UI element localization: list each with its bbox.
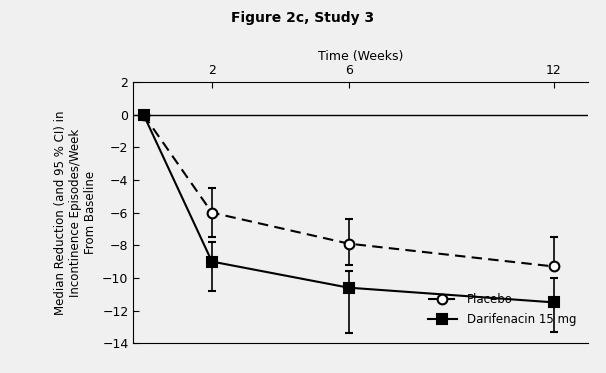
- Legend: Placebo, Darifenacin 15 mg: Placebo, Darifenacin 15 mg: [422, 287, 582, 332]
- Y-axis label: Median Reduction (and 95 % CI) in
Incontinence Episodes/Week
From Baseline: Median Reduction (and 95 % CI) in Incont…: [53, 110, 96, 315]
- X-axis label: Time (Weeks): Time (Weeks): [318, 50, 403, 63]
- Text: Figure 2c, Study 3: Figure 2c, Study 3: [231, 11, 375, 25]
